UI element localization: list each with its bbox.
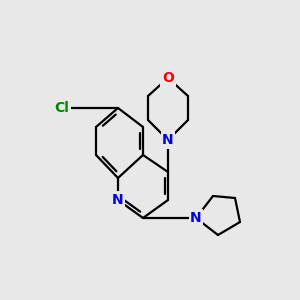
Text: O: O — [162, 71, 174, 85]
Text: N: N — [162, 133, 174, 147]
Text: N: N — [190, 211, 202, 225]
Text: N: N — [112, 193, 124, 207]
Text: Cl: Cl — [55, 101, 69, 115]
